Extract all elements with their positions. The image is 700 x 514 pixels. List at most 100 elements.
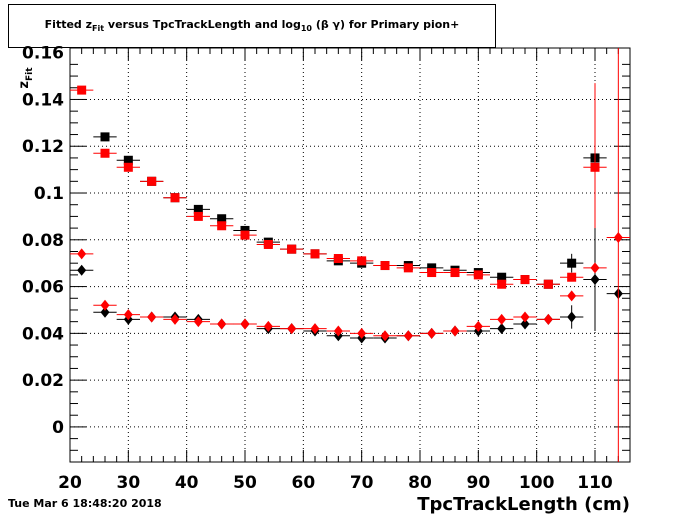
data-point-diamond xyxy=(520,311,530,323)
data-point-square xyxy=(193,204,203,214)
data-point-square xyxy=(427,263,437,273)
x-tick-label: 20 xyxy=(58,473,82,493)
data-point-diamond xyxy=(77,248,87,260)
data-point-square xyxy=(380,261,390,271)
data-point-diamond xyxy=(333,325,343,337)
data-point-diamond xyxy=(497,323,507,335)
grid xyxy=(70,48,630,462)
y-axis-label: zFit xyxy=(17,67,35,89)
data-point-diamond xyxy=(100,299,110,311)
y-tick-label: 0.02 xyxy=(22,371,64,391)
data-point-diamond xyxy=(217,318,227,330)
y-tick-labels: 0 0.02 0.04 0.06 0.08 0.1 0.12 0.14 0.16 xyxy=(22,44,64,438)
data-point-diamond xyxy=(567,290,577,302)
data-point-square xyxy=(357,256,367,266)
axis-ticks xyxy=(69,48,631,463)
data-point-diamond xyxy=(240,318,250,330)
data-point-diamond xyxy=(147,311,157,323)
data-point-diamond xyxy=(357,327,367,339)
data-point-square xyxy=(520,275,530,285)
x-tick-label: 70 xyxy=(350,473,374,493)
data-point-square xyxy=(473,270,483,280)
data-point-diamond xyxy=(520,318,530,330)
data-point-diamond xyxy=(170,313,180,325)
data-point-square xyxy=(217,221,227,231)
data-point-square xyxy=(497,272,507,282)
data-point-square xyxy=(123,155,133,165)
data-point-square xyxy=(590,162,600,172)
data-point-square xyxy=(217,214,227,224)
x-tick-label: 100 xyxy=(519,473,555,493)
title-box: Fitted zFit versus TpcTrackLength and lo… xyxy=(8,4,496,48)
x-axis-label: TpcTrackLength (cm) xyxy=(417,494,630,514)
data-point-diamond xyxy=(403,330,413,342)
data-point-diamond xyxy=(497,313,507,325)
title-prefix: Fitted z xyxy=(44,18,93,31)
data-point-diamond xyxy=(263,320,273,332)
x-tick-label: 60 xyxy=(291,473,315,493)
y-axis-label-sub: Fit xyxy=(25,67,35,81)
data-point-diamond xyxy=(380,330,390,342)
y-tick-label: 0.08 xyxy=(22,231,64,251)
title-subscript-fit: Fit xyxy=(92,24,105,34)
y-tick-label: 0.06 xyxy=(22,278,64,298)
data-point-square xyxy=(170,193,180,203)
x-tick-label: 90 xyxy=(466,473,490,493)
chart-title: Fitted zFit versus TpcTrackLength and lo… xyxy=(9,18,495,33)
data-point-square xyxy=(567,272,577,282)
data-point-diamond xyxy=(310,323,320,335)
data-point-diamond xyxy=(590,274,600,286)
series-3 xyxy=(70,48,630,462)
x-tick-label: 50 xyxy=(233,473,257,493)
x-tick-label: 40 xyxy=(175,473,199,493)
data-point-diamond xyxy=(543,313,553,325)
y-tick-label-partial: 0.16 xyxy=(22,44,64,64)
data-point-square xyxy=(450,268,460,278)
series-layer xyxy=(70,48,630,462)
x-tick-labels: 20 30 40 50 60 70 80 90 100 110 xyxy=(58,473,613,493)
plot-frame xyxy=(69,47,631,463)
data-point-square xyxy=(100,132,110,142)
series-0 xyxy=(93,87,607,289)
data-point-diamond xyxy=(123,309,133,321)
data-point-diamond xyxy=(613,231,623,243)
data-point-square xyxy=(100,148,110,158)
data-point-square xyxy=(240,230,250,240)
x-tick-label: 80 xyxy=(408,473,432,493)
y-tick-label: 0.12 xyxy=(22,137,64,157)
data-point-square xyxy=(543,279,553,289)
data-point-square xyxy=(497,279,507,289)
title-subscript-10: 10 xyxy=(300,24,312,34)
data-point-square xyxy=(77,85,87,95)
title-suffix: (β γ) for Primary pion+ xyxy=(312,18,460,31)
data-point-square xyxy=(333,254,343,264)
data-point-diamond xyxy=(193,316,203,328)
data-point-diamond xyxy=(77,264,87,276)
y-tick-label: 0.04 xyxy=(22,324,64,344)
data-point-diamond xyxy=(590,262,600,274)
data-point-diamond xyxy=(450,325,460,337)
data-point-square xyxy=(263,239,273,249)
data-point-square xyxy=(287,244,297,254)
y-axis-label-main: z xyxy=(17,81,32,89)
y-tick-label: 0 xyxy=(52,418,64,438)
x-tick-label: 30 xyxy=(116,473,140,493)
footer-date: Tue Mar 6 18:48:20 2018 xyxy=(8,497,162,510)
data-point-diamond xyxy=(100,306,110,318)
series-1 xyxy=(70,83,607,289)
data-point-diamond xyxy=(567,311,577,323)
x-tick-label: 110 xyxy=(577,473,613,493)
y-tick-label: 0.1 xyxy=(34,184,64,204)
data-point-square xyxy=(123,162,133,172)
title-middle: versus TpcTrackLength and log xyxy=(104,18,301,31)
data-point-square xyxy=(310,249,320,259)
data-point-diamond xyxy=(427,327,437,339)
data-point-square xyxy=(240,225,250,235)
data-point-square xyxy=(403,263,413,273)
data-point-square xyxy=(147,176,157,186)
data-point-diamond xyxy=(473,320,483,332)
data-point-diamond xyxy=(287,323,297,335)
data-point-square xyxy=(427,268,437,278)
data-point-square xyxy=(193,211,203,221)
